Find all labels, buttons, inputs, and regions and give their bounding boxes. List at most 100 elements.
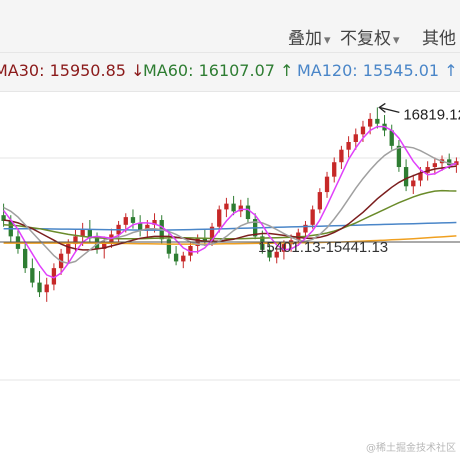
annotation-layer: 15401.13-15441.13 16819.12	[0, 102, 460, 256]
kline-svg[interactable]: 15401.13-15441.13 16819.12	[0, 90, 460, 460]
watermark: @稀土掘金技术社区	[366, 443, 456, 454]
candle	[389, 124, 394, 150]
candle-body	[166, 239, 172, 254]
ma10-line	[3, 146, 457, 265]
high-arrowhead	[378, 102, 386, 113]
candle	[73, 229, 78, 252]
candle	[51, 263, 57, 291]
ma120-arrow-icon: ↑	[444, 61, 458, 80]
candle-body	[310, 209, 315, 225]
other-menu[interactable]: 其他	[422, 24, 456, 49]
other-label: 其他	[422, 29, 456, 49]
ma30-arrow-icon: ↓	[131, 61, 145, 80]
candle	[23, 242, 28, 273]
candle-body	[245, 205, 251, 220]
kline-chart[interactable]: 15401.13-15441.13 16819.12	[0, 90, 460, 460]
ma5-line	[2, 125, 457, 279]
candle	[138, 215, 143, 237]
candle-body	[224, 203, 229, 210]
candle	[382, 115, 387, 137]
candle-body	[217, 209, 222, 227]
candle-body	[23, 248, 28, 269]
candle-body	[231, 203, 236, 212]
overlay-dropdown[interactable]: 叠加 ▾	[288, 24, 331, 49]
candle	[231, 195, 236, 216]
candle	[274, 246, 279, 264]
chevron-down-icon: ▾	[393, 33, 400, 48]
candle	[454, 157, 459, 173]
candle-body	[353, 134, 358, 142]
adjustment-dropdown[interactable]: 不复权 ▾	[340, 24, 400, 49]
candle	[181, 251, 186, 269]
candle	[324, 171, 330, 198]
candle-body	[30, 268, 35, 283]
candle-body	[87, 229, 92, 239]
candle-body	[360, 126, 366, 135]
candle-body	[281, 244, 287, 252]
candle-body	[51, 268, 57, 285]
candle	[238, 199, 243, 218]
candle-body	[73, 236, 78, 245]
candle-body	[37, 282, 42, 293]
candle-body	[425, 167, 430, 173]
ma20-line	[3, 165, 457, 251]
candle-body	[80, 229, 85, 237]
candle-body	[389, 130, 394, 146]
candle-body	[396, 145, 402, 168]
candle	[224, 197, 229, 218]
candle-body	[173, 253, 179, 262]
overlay-label: 叠加	[288, 29, 322, 49]
adjustment-label: 不复权	[340, 29, 391, 49]
ma60-arrow-icon: ↑	[280, 61, 294, 80]
ma120-legend: MA120: 15545.01 ↑	[297, 61, 458, 80]
candle	[411, 174, 416, 194]
candle-body	[66, 244, 71, 254]
candle-body	[102, 242, 107, 249]
candles-layer	[1, 107, 459, 302]
candle-body	[209, 226, 215, 243]
candle-body	[123, 217, 128, 225]
ma30-line	[3, 189, 457, 240]
candle-body	[317, 192, 322, 210]
ma60-legend: MA60: 16107.07 ↑	[143, 61, 293, 80]
candle	[1, 203, 6, 227]
candle-body	[1, 215, 6, 221]
range-label: 15401.13-15441.13	[258, 239, 388, 256]
ma120-value: MA120: 15545.01	[297, 61, 440, 80]
candle	[87, 220, 92, 243]
ma60-value: MA60: 16107.07	[143, 61, 275, 80]
candle	[317, 188, 322, 214]
candle-body	[324, 176, 330, 193]
candle-body	[403, 167, 409, 187]
candle	[339, 145, 344, 169]
ma-legend-bar: MA30: 15950.85 ↓ MA60: 16107.07 ↑ MA120:…	[0, 52, 460, 92]
ma30-legend: MA30: 15950.85 ↓	[0, 61, 144, 80]
candle-body	[188, 246, 193, 256]
candle	[245, 197, 251, 223]
candle-body	[418, 172, 423, 181]
candle-body	[181, 255, 186, 262]
candle-body	[332, 162, 337, 177]
candle-body	[447, 159, 452, 166]
candle-body	[303, 224, 308, 233]
candle-body	[238, 205, 243, 212]
ma60-line	[3, 221, 457, 231]
candle	[432, 157, 437, 175]
candle-body	[130, 217, 136, 223]
candle	[267, 242, 272, 262]
candle	[37, 271, 42, 298]
candle-body	[339, 149, 344, 163]
candle-body	[274, 251, 279, 258]
candle	[173, 246, 179, 266]
candle	[332, 157, 337, 183]
chevron-down-icon: ▾	[324, 33, 331, 48]
high-price-label: 16819.12	[403, 106, 460, 123]
candle	[403, 159, 409, 192]
candle	[346, 136, 351, 158]
candle-body	[346, 142, 351, 150]
candle-body	[368, 118, 373, 127]
candle-body	[145, 224, 150, 231]
ma30-value: MA30: 15950.85	[0, 61, 126, 80]
candle-body	[454, 161, 459, 166]
high-arrow-icon	[379, 106, 400, 114]
